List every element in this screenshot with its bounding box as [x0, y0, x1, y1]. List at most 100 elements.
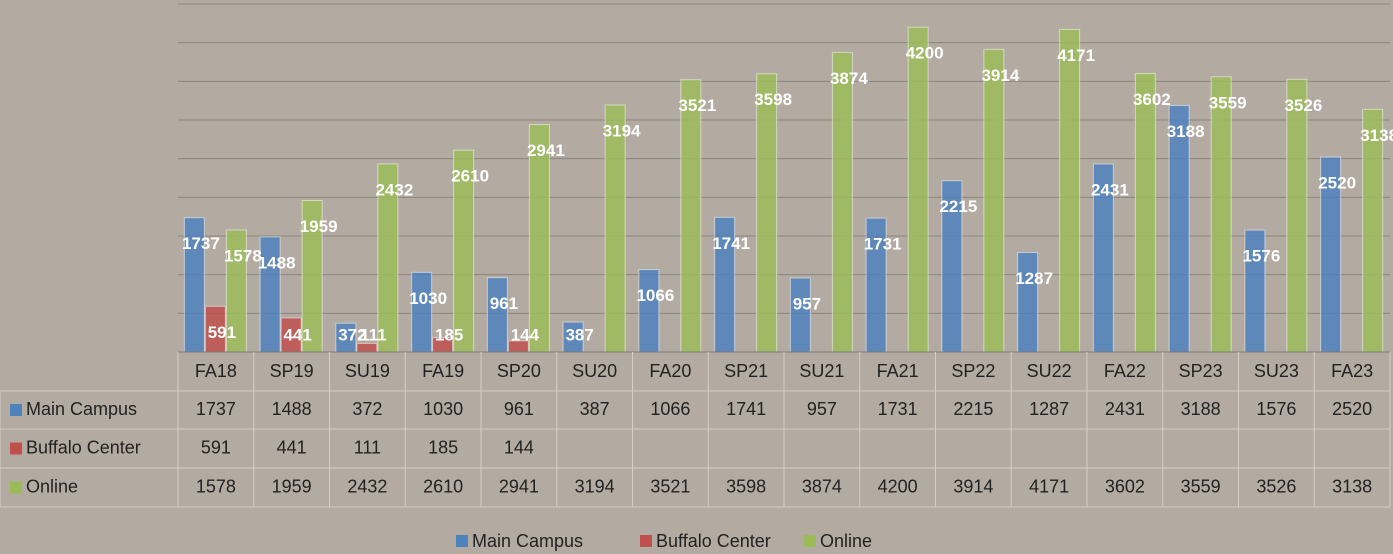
data-label: 4171: [1057, 46, 1095, 65]
data-label: 372: [338, 325, 366, 344]
bar: [983, 48, 1005, 353]
x-tick-label: FA23: [1331, 361, 1373, 381]
legend-key: [640, 535, 652, 547]
legend-label: Main Campus: [472, 531, 583, 551]
table-cell: 3559: [1181, 476, 1221, 496]
data-label: 3598: [754, 90, 792, 109]
data-label: 185: [435, 325, 463, 344]
table-cell: 3194: [575, 476, 615, 496]
bar: [1134, 72, 1156, 353]
data-label: 3138: [1360, 126, 1393, 145]
table-cell: 1287: [1029, 399, 1069, 419]
bar: [1362, 108, 1384, 353]
table-cell: 2941: [499, 476, 539, 496]
data-label: 2432: [375, 180, 413, 199]
table-cell: 3598: [726, 476, 766, 496]
x-tick-label: FA21: [877, 361, 919, 381]
bar: [680, 79, 702, 353]
data-label: 1488: [258, 253, 296, 272]
table-cell: 2520: [1332, 399, 1372, 419]
bar: [411, 271, 433, 353]
data-label: 1737: [182, 234, 220, 253]
table-cell: 2215: [953, 399, 993, 419]
table-cell: 4171: [1029, 476, 1069, 496]
data-label: 144: [511, 325, 540, 344]
legend-key: [804, 535, 816, 547]
table-cell: 1731: [878, 399, 918, 419]
table-cell: 591: [201, 437, 231, 457]
table-cell: 1578: [196, 476, 236, 496]
data-label: 3602: [1133, 90, 1171, 109]
legend-key: [10, 404, 22, 416]
data-label: 1030: [409, 289, 447, 308]
data-label: 2215: [939, 197, 977, 216]
data-label: 1066: [636, 286, 674, 305]
bar: [604, 104, 626, 353]
x-tick-label: SU19: [345, 361, 390, 381]
legend-key: [456, 535, 468, 547]
x-tick-label: FA20: [649, 361, 691, 381]
table-cell: 1066: [650, 399, 690, 419]
data-label: 441: [283, 325, 311, 344]
x-tick-label: SP21: [724, 361, 768, 381]
bar: [638, 269, 660, 353]
data-label: 2520: [1318, 174, 1356, 193]
table-cell: 4200: [878, 476, 918, 496]
table-cell: 2432: [347, 476, 387, 496]
legend-key: [10, 442, 22, 455]
data-label: 1731: [864, 235, 902, 254]
x-tick-label: SU22: [1027, 361, 1072, 381]
legend-key: [10, 481, 22, 494]
table-cell: 1741: [726, 399, 766, 419]
x-tick-label: FA19: [422, 361, 464, 381]
data-label: 2610: [451, 167, 489, 186]
x-tick-label: FA18: [195, 361, 237, 381]
table-cell: 1959: [272, 476, 312, 496]
data-label: 591: [208, 323, 236, 342]
table-row-header: Buffalo Center: [26, 437, 141, 457]
table-cell: 185: [428, 437, 458, 457]
data-label: 1578: [224, 246, 262, 265]
bar: [1286, 78, 1308, 353]
data-label: 1576: [1242, 247, 1280, 266]
x-tick-label: SU23: [1254, 361, 1299, 381]
bar: [1059, 28, 1081, 353]
x-tick-label: SU21: [799, 361, 844, 381]
table-row-header: Main Campus: [26, 399, 137, 419]
data-label: 1741: [712, 234, 750, 253]
data-label: 3188: [1167, 122, 1205, 141]
data-label: 111: [360, 325, 387, 344]
bar: [789, 277, 811, 353]
x-tick-label: SP19: [270, 361, 314, 381]
legend-label: Buffalo Center: [656, 531, 771, 551]
bar: [356, 342, 378, 353]
table-cell: 3521: [650, 476, 690, 496]
bar: [1017, 251, 1039, 353]
table-cell: 1030: [423, 399, 463, 419]
table-cell: 1737: [196, 399, 236, 419]
table-cell: 1488: [272, 399, 312, 419]
table-cell: 111: [354, 437, 381, 457]
table-cell: 2431: [1105, 399, 1145, 419]
table-cell: 3188: [1181, 399, 1221, 419]
table-cell: 3914: [953, 476, 993, 496]
data-label: 3194: [603, 121, 641, 140]
table-cell: 144: [504, 437, 534, 457]
bar: [831, 51, 853, 353]
data-label: 3526: [1284, 96, 1322, 115]
data-label: 2941: [527, 141, 565, 160]
table-cell: 961: [504, 399, 534, 419]
x-tick-label: SP22: [951, 361, 995, 381]
data-label: 1959: [300, 217, 338, 236]
data-label: 3914: [981, 66, 1019, 85]
data-label: 387: [565, 325, 593, 344]
legend-label: Online: [820, 531, 872, 551]
table-cell: 387: [580, 399, 610, 419]
data-label: 4200: [906, 44, 944, 63]
table-cell: 441: [277, 437, 307, 457]
table-cell: 3874: [802, 476, 842, 496]
bar: [756, 73, 778, 353]
data-label: 957: [793, 294, 821, 313]
data-label: 1287: [1015, 269, 1053, 288]
